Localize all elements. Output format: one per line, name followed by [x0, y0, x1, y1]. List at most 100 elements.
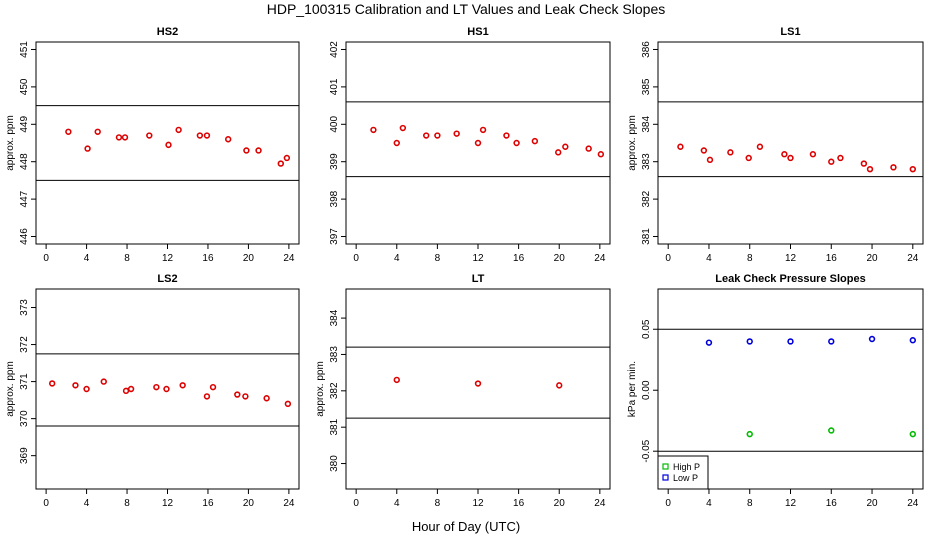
x-tick-label: 12 [785, 253, 797, 264]
data-point [393, 376, 400, 384]
x-tick-label: 8 [124, 498, 130, 509]
data-point [706, 156, 714, 164]
data-point [837, 154, 844, 162]
data-point [555, 149, 562, 156]
x-tick-label: 24 [283, 498, 295, 509]
data-point [255, 147, 262, 154]
y-tick-label: 447 [19, 190, 30, 207]
data-point [263, 395, 270, 402]
panel-2: HS1 0 4 8 12 16 20 24 397 398 399 400 401 402 [329, 26, 611, 264]
data-point [283, 154, 291, 162]
y-tick-label: 451 [19, 41, 30, 58]
panel-5: LT 0 4 8 12 16 20 24 380 381 382 383 384 approx. ppm [315, 273, 611, 509]
x-tick-label: 8 [435, 498, 441, 509]
x-tick-label: 20 [243, 253, 255, 264]
data-point [562, 143, 569, 150]
panel-3: LS1 0 4 8 12 16 20 24 381 382 383 384 385 386 approx. … [627, 26, 924, 264]
data-point [163, 385, 170, 393]
data-point [48, 380, 56, 387]
data-point [453, 130, 460, 137]
x-tick-label: 24 [907, 253, 919, 264]
x-tick-label: 0 [353, 253, 359, 264]
x-tick-label: 16 [202, 498, 214, 509]
data-point [677, 143, 684, 150]
y-tick-label: 381 [641, 228, 652, 245]
x-tick-label: 4 [706, 498, 712, 509]
x-tick-label: 12 [785, 498, 797, 509]
x-tick-label: 24 [594, 253, 606, 264]
legend-label: High P [673, 462, 700, 472]
data-point [121, 134, 129, 141]
data-point [705, 339, 713, 346]
data-point [828, 338, 835, 345]
y-tick-label: 401 [329, 78, 340, 95]
x-tick-label: 24 [594, 498, 606, 509]
data-point [146, 132, 153, 139]
y-tick-label: 370 [19, 410, 30, 427]
y-tick-label: 384 [641, 116, 652, 133]
y-tick-label: 382 [641, 190, 652, 207]
figure-xlabel: Hour of Day (UTC) [412, 519, 520, 534]
x-tick-label: 16 [513, 253, 525, 264]
y-tick-label: 382 [329, 382, 340, 399]
legend-label: Low P [673, 473, 698, 483]
y-tick-label: 384 [329, 309, 340, 326]
x-tick-label: 12 [162, 253, 174, 264]
data-point [277, 160, 284, 167]
data-point [479, 126, 487, 134]
data-point [196, 132, 204, 139]
data-point [890, 164, 897, 171]
x-tick-label: 0 [43, 253, 49, 264]
x-tick-label: 12 [472, 253, 484, 264]
data-point [434, 132, 441, 139]
y-axis-label: approx. ppm [5, 361, 16, 417]
panel-4: LS2 0 4 8 12 16 20 24 369 370 371 372 373 approx. ppm [5, 273, 300, 509]
data-point [65, 128, 72, 135]
data-point [224, 136, 232, 143]
data-point [94, 128, 101, 135]
y-tick-label: 371 [19, 373, 30, 390]
data-point [179, 382, 186, 389]
data-point [203, 132, 211, 139]
legend-marker [662, 463, 669, 470]
x-tick-label: 8 [747, 253, 753, 264]
y-tick-label: 380 [329, 455, 340, 472]
panel-title: LT [472, 273, 485, 285]
data-point [122, 387, 130, 395]
x-tick-label: 12 [162, 498, 174, 509]
plot-frame [345, 41, 611, 245]
y-tick-label: 398 [329, 190, 340, 207]
legend-box [657, 455, 709, 490]
data-point [209, 383, 217, 391]
data-point [72, 382, 79, 389]
panel-title: HS1 [467, 26, 488, 38]
data-point [100, 378, 107, 385]
panel-title: LS2 [157, 273, 177, 285]
x-tick-label: 16 [826, 498, 838, 509]
x-tick-label: 20 [554, 253, 566, 264]
data-point [474, 139, 482, 147]
y-tick-label: 397 [329, 228, 340, 245]
data-point [860, 160, 868, 167]
data-point [513, 139, 520, 147]
x-tick-label: 20 [243, 498, 255, 509]
data-point [115, 134, 123, 141]
data-point [84, 145, 91, 152]
y-axis-label: kPa per min. [627, 361, 638, 417]
data-point [727, 149, 734, 156]
x-tick-label: 4 [84, 253, 90, 264]
data-point [746, 430, 753, 438]
data-point [503, 132, 510, 139]
y-tick-label: 372 [19, 336, 30, 353]
y-tick-label: 399 [329, 153, 340, 170]
data-point [243, 147, 250, 154]
y-tick-label: 0.00 [641, 380, 652, 400]
x-tick-label: 4 [394, 498, 400, 509]
data-point [909, 337, 917, 344]
plot-frame [35, 288, 300, 490]
data-point [474, 380, 482, 387]
x-tick-label: 0 [665, 253, 671, 264]
data-point [423, 132, 430, 139]
x-tick-label: 0 [43, 498, 49, 509]
